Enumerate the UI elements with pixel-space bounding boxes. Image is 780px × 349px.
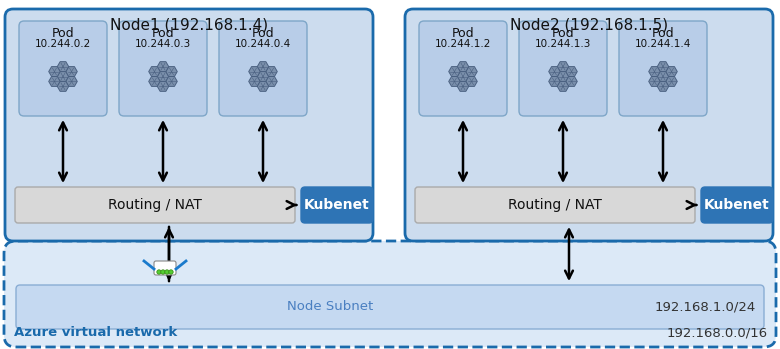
Text: Routing / NAT: Routing / NAT — [108, 198, 202, 212]
Text: 10.244.1.2: 10.244.1.2 — [434, 39, 491, 49]
Polygon shape — [548, 67, 560, 76]
FancyBboxPatch shape — [154, 261, 176, 275]
Text: 10.244.0.3: 10.244.0.3 — [135, 39, 191, 49]
Circle shape — [168, 270, 173, 274]
Polygon shape — [149, 67, 160, 76]
Polygon shape — [649, 76, 660, 87]
FancyBboxPatch shape — [15, 187, 295, 223]
FancyBboxPatch shape — [5, 9, 373, 241]
Polygon shape — [466, 76, 477, 87]
FancyBboxPatch shape — [4, 241, 776, 347]
Text: Azure virtual network: Azure virtual network — [14, 326, 177, 339]
FancyBboxPatch shape — [619, 21, 707, 116]
Polygon shape — [548, 76, 560, 87]
Polygon shape — [557, 81, 569, 91]
Polygon shape — [66, 67, 77, 76]
Polygon shape — [266, 67, 277, 76]
Text: 10.244.1.4: 10.244.1.4 — [635, 39, 691, 49]
Polygon shape — [166, 76, 177, 87]
Text: Kubenet: Kubenet — [304, 198, 370, 212]
Polygon shape — [257, 81, 269, 91]
Polygon shape — [149, 76, 160, 87]
FancyBboxPatch shape — [415, 187, 695, 223]
FancyBboxPatch shape — [16, 285, 764, 329]
Text: Pod: Pod — [151, 27, 174, 40]
Text: 10.244.0.4: 10.244.0.4 — [235, 39, 291, 49]
Text: 192.168.1.0/24: 192.168.1.0/24 — [654, 300, 756, 313]
Polygon shape — [66, 76, 77, 87]
FancyBboxPatch shape — [19, 21, 107, 116]
Text: Kubenet: Kubenet — [704, 198, 770, 212]
Polygon shape — [557, 72, 569, 81]
Polygon shape — [557, 62, 569, 72]
Circle shape — [161, 270, 165, 274]
Polygon shape — [466, 67, 477, 76]
Text: Pod: Pod — [252, 27, 275, 40]
Polygon shape — [666, 67, 677, 76]
Text: Node1 (192.168.1.4): Node1 (192.168.1.4) — [110, 18, 268, 33]
Polygon shape — [448, 76, 460, 87]
Text: 10.244.1.3: 10.244.1.3 — [535, 39, 591, 49]
FancyBboxPatch shape — [301, 187, 373, 223]
Polygon shape — [48, 67, 60, 76]
Text: Node2 (192.168.1.5): Node2 (192.168.1.5) — [510, 18, 668, 33]
Text: Pod: Pod — [51, 27, 74, 40]
Polygon shape — [658, 81, 668, 91]
Polygon shape — [257, 62, 269, 72]
Text: Routing / NAT: Routing / NAT — [508, 198, 602, 212]
Polygon shape — [566, 76, 577, 87]
Text: Node Subnet: Node Subnet — [287, 300, 374, 313]
Polygon shape — [266, 76, 277, 87]
Circle shape — [157, 270, 161, 274]
Polygon shape — [257, 72, 269, 81]
Polygon shape — [158, 81, 168, 91]
Polygon shape — [158, 62, 168, 72]
Polygon shape — [249, 76, 261, 87]
Polygon shape — [666, 76, 677, 87]
Polygon shape — [249, 67, 261, 76]
FancyBboxPatch shape — [405, 9, 773, 241]
Polygon shape — [566, 67, 577, 76]
FancyBboxPatch shape — [419, 21, 507, 116]
Text: 192.168.0.0/16: 192.168.0.0/16 — [667, 326, 768, 339]
Circle shape — [165, 270, 169, 274]
Polygon shape — [658, 62, 668, 72]
Polygon shape — [57, 81, 69, 91]
FancyBboxPatch shape — [219, 21, 307, 116]
Polygon shape — [658, 72, 668, 81]
FancyBboxPatch shape — [519, 21, 607, 116]
Polygon shape — [457, 62, 469, 72]
Polygon shape — [57, 72, 69, 81]
Polygon shape — [57, 62, 69, 72]
Polygon shape — [158, 72, 168, 81]
Text: Pod: Pod — [551, 27, 574, 40]
Polygon shape — [649, 67, 660, 76]
Polygon shape — [448, 67, 460, 76]
Text: Pod: Pod — [651, 27, 675, 40]
Polygon shape — [457, 72, 469, 81]
Polygon shape — [48, 76, 60, 87]
FancyBboxPatch shape — [701, 187, 773, 223]
Text: 10.244.0.2: 10.244.0.2 — [35, 39, 91, 49]
FancyBboxPatch shape — [119, 21, 207, 116]
Polygon shape — [166, 67, 177, 76]
Text: Pod: Pod — [452, 27, 474, 40]
Polygon shape — [457, 81, 469, 91]
